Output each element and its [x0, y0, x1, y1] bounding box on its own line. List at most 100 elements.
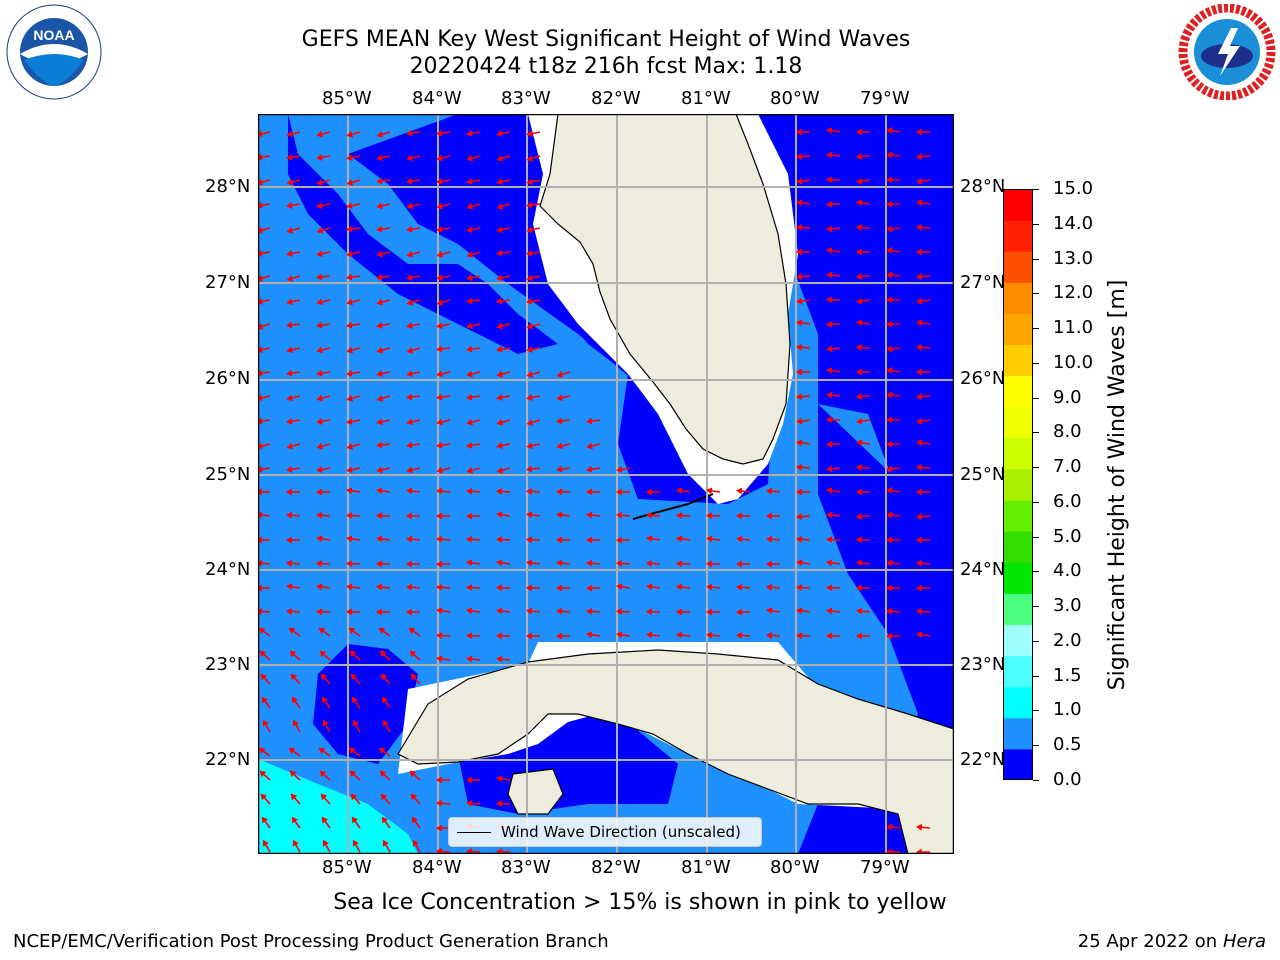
- colorbar-band: [1003, 686, 1033, 719]
- direction-arrowhead: [526, 130, 533, 137]
- direction-arrowhead: [526, 274, 533, 282]
- direction-arrowhead: [412, 839, 419, 847]
- direction-arrowhead: [886, 127, 893, 134]
- direction-arrowhead: [796, 273, 803, 281]
- direction-arrowhead: [436, 776, 442, 784]
- direction-arrowhead: [796, 223, 803, 231]
- direction-arrowhead: [316, 250, 323, 258]
- direction-arrowhead: [856, 223, 863, 231]
- direction-arrowhead: [319, 770, 327, 778]
- direction-arrowhead: [346, 154, 353, 161]
- colorbar-band: [1003, 624, 1033, 657]
- colorbar-tick-label: 10.0: [1053, 351, 1094, 373]
- direction-arrowhead: [556, 417, 563, 425]
- direction-arrowhead: [736, 608, 742, 616]
- direction-arrowhead: [526, 178, 533, 186]
- direction-arrowhead: [916, 559, 923, 567]
- colorbar-tick-mark: [1033, 501, 1039, 503]
- direction-arrowhead: [286, 250, 293, 257]
- direction-arrowhead: [886, 391, 893, 399]
- direction-arrowhead: [406, 370, 413, 378]
- direction-arrowhead: [856, 297, 863, 305]
- direction-arrowhead: [706, 487, 713, 495]
- direction-arrowhead: [796, 319, 803, 327]
- direction-arrowhead: [346, 487, 353, 495]
- direction-arrowhead: [586, 584, 592, 592]
- direction-arrowhead: [409, 770, 417, 778]
- direction-arrowhead: [286, 178, 293, 186]
- direction-arrowhead: [286, 511, 293, 519]
- direction-arrowhead: [258, 747, 266, 754]
- direction-arrowhead: [556, 394, 563, 402]
- direction-arrowhead: [496, 487, 503, 495]
- direction-arrowhead: [316, 298, 323, 306]
- chart-subtitle: 20220424 t18z 216h fcst Max: 1.18: [409, 54, 803, 79]
- direction-arrowhead: [436, 202, 443, 210]
- direction-arrowhead: [466, 487, 473, 495]
- direction-arrowhead: [376, 177, 383, 185]
- direction-arrowhead: [466, 584, 472, 592]
- direction-arrowhead: [556, 371, 564, 378]
- direction-arrowhead: [766, 560, 772, 568]
- direction-arrowhead: [436, 824, 442, 832]
- lon-label-bottom: 85°W: [322, 857, 372, 878]
- colorbar-band: [1003, 437, 1033, 470]
- direction-arrowhead: [346, 250, 353, 258]
- map-frame: [258, 114, 954, 854]
- direction-arrowhead: [526, 419, 534, 426]
- direction-arrowhead: [856, 417, 863, 425]
- direction-arrowhead: [886, 584, 892, 592]
- direction-arrowhead: [886, 559, 893, 567]
- direction-arrowhead: [322, 719, 329, 727]
- direction-arrowhead: [436, 512, 442, 520]
- direction-arrowhead: [856, 559, 863, 567]
- direction-arrowhead: [856, 248, 862, 256]
- direction-arrowhead: [736, 512, 742, 520]
- direction-arrowhead: [286, 466, 293, 473]
- direction-arrowhead: [316, 346, 323, 354]
- direction-arrowhead: [556, 488, 562, 496]
- direction-arrowhead: [856, 177, 863, 185]
- direction-arrowhead: [286, 608, 292, 616]
- direction-arrowhead: [466, 129, 473, 137]
- direction-arrowhead: [436, 466, 443, 474]
- direction-arrowhead: [886, 632, 892, 640]
- direction-arrowhead: [436, 607, 443, 615]
- direction-arrowhead: [556, 511, 563, 519]
- direction-arrowhead: [526, 465, 533, 473]
- direction-arrowhead: [406, 487, 413, 495]
- direction-arrowhead: [286, 583, 293, 591]
- lat-label-left: 22°N: [205, 749, 251, 770]
- colorbar-tick-mark: [1033, 293, 1039, 295]
- direction-arrowhead: [616, 631, 623, 639]
- direction-arrowhead: [526, 249, 533, 257]
- direction-arrowhead: [289, 650, 297, 658]
- direction-arrowhead: [496, 584, 502, 592]
- direction-arrowhead: [496, 297, 503, 305]
- direction-arrowhead: [348, 747, 356, 754]
- direction-arrowhead: [346, 370, 353, 377]
- direction-arrowhead: [556, 607, 563, 615]
- direction-arrowhead: [916, 128, 922, 136]
- direction-arrowhead: [406, 129, 413, 137]
- direction-arrowhead: [346, 608, 352, 616]
- direction-arrowhead: [376, 154, 383, 162]
- colorbar-tick-mark: [1033, 780, 1039, 781]
- direction-arrowhead: [916, 199, 923, 207]
- direction-arrowhead: [646, 631, 653, 639]
- direction-arrowhead: [796, 153, 803, 161]
- direction-arrowhead: [706, 608, 712, 616]
- lat-label-right: 28°N: [960, 176, 1006, 197]
- direction-arrowhead: [466, 512, 472, 520]
- keys-line: [632, 493, 714, 520]
- colorbar-tick-mark: [1033, 432, 1039, 434]
- direction-arrowhead: [706, 535, 713, 543]
- direction-arrowhead: [496, 249, 503, 257]
- direction-arrowhead: [286, 442, 293, 450]
- direction-arrowhead: [406, 393, 413, 401]
- direction-arrowhead: [436, 129, 443, 137]
- direction-arrowhead: [316, 273, 323, 281]
- direction-arrowhead: [290, 673, 298, 681]
- colorbar-tick-mark: [1033, 258, 1039, 260]
- direction-arrowhead: [376, 225, 383, 233]
